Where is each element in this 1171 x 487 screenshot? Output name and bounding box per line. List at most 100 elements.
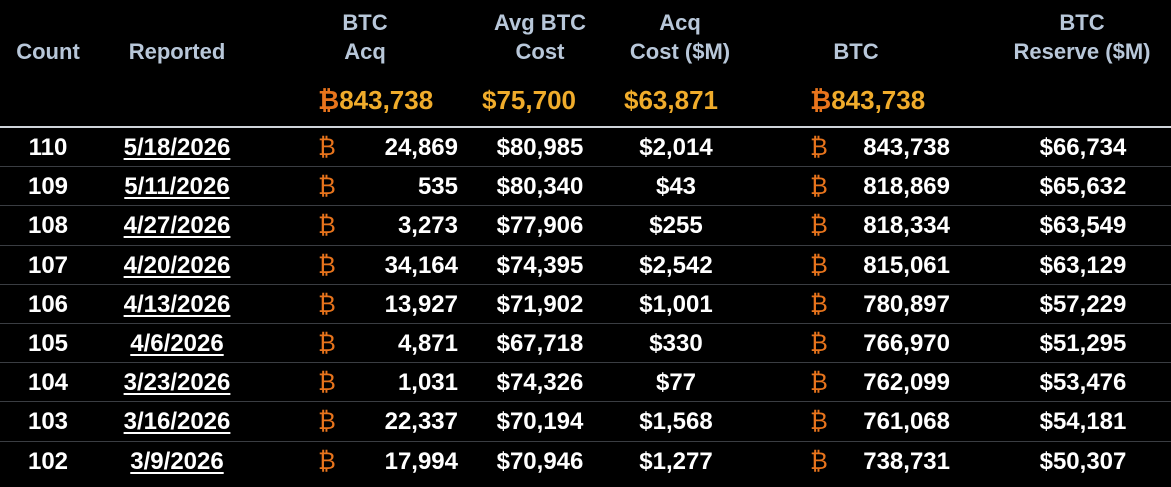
row-reported-link[interactable]: 3/9/2026 [130, 447, 224, 475]
btc-symbol-icon: ₿ [318, 369, 336, 397]
row-btc: 766,970 [863, 329, 950, 357]
header-reported[interactable]: Reported [128, 39, 226, 64]
header-btc-reserve-line1: BTC [1059, 10, 1105, 35]
row-acq-cost: $2,014 [639, 134, 713, 161]
btc-symbol-icon: ₿ [810, 134, 828, 161]
row-reported-link[interactable]: 4/6/2026 [130, 329, 224, 357]
row-avg-btc-cost: $80,340 [496, 173, 584, 201]
row-reported-link[interactable]: 3/23/2026 [123, 369, 231, 397]
total-btc-acq: ₿843,738 [318, 85, 434, 115]
row-reported-link[interactable]: 5/18/2026 [123, 134, 231, 161]
row-btc-reserve: $63,129 [1039, 251, 1127, 279]
row-count: 107 [27, 251, 69, 279]
table-row: 106 4/13/2026 ₿ 13,927 $71,902 $1,001 ₿ … [0, 285, 1171, 324]
row-btc-acq: 24,869 [384, 134, 458, 161]
btc-symbol-icon: ₿ [810, 290, 828, 318]
header-btc[interactable]: BTC [833, 39, 879, 64]
row-count: 103 [27, 408, 69, 436]
row-avg-btc-cost: $77,906 [496, 212, 584, 240]
header-avg-btc-cost-line2: Cost [515, 39, 565, 64]
row-acq-cost: $2,542 [639, 251, 713, 279]
btc-symbol-icon: ₿ [318, 212, 336, 240]
row-btc-acq: 1,031 [397, 369, 458, 397]
total-btc: ₿843,738 [810, 85, 926, 115]
row-btc-reserve: $63,549 [1039, 212, 1127, 240]
row-count: 104 [27, 369, 69, 397]
row-btc: 780,897 [863, 290, 950, 318]
btc-symbol-icon: ₿ [318, 329, 336, 357]
row-acq-cost: $1,277 [639, 447, 713, 475]
btc-symbol-icon: ₿ [318, 173, 336, 201]
table-header: Count Reported BTC Acq Avg BTC Cost Acq … [0, 0, 1171, 72]
row-count: 108 [27, 212, 69, 240]
header-acq-cost-line2: Cost ($M) [629, 39, 731, 64]
table-row: 105 4/6/2026 ₿ 4,871 $67,718 $330 ₿ 766,… [0, 324, 1171, 364]
row-btc-reserve: $51,295 [1039, 329, 1127, 357]
table-row: 109 5/11/2026 ₿ 535 $80,340 $43 ₿ 818,86… [0, 167, 1171, 207]
btc-symbol-icon: ₿ [810, 173, 828, 201]
row-avg-btc-cost: $71,902 [496, 290, 584, 318]
row-btc: 738,731 [863, 447, 950, 475]
row-reported-link[interactable]: 4/20/2026 [123, 251, 231, 279]
row-avg-btc-cost: $80,985 [496, 134, 584, 161]
row-btc-reserve: $50,307 [1039, 447, 1127, 475]
btc-symbol-icon: ₿ [810, 408, 828, 436]
header-btc-reserve-line2: Reserve ($M) [1013, 39, 1151, 64]
row-btc-acq: 13,927 [384, 290, 458, 318]
row-btc-reserve: $57,229 [1039, 290, 1127, 318]
header-divider [0, 126, 1171, 128]
header-count[interactable]: Count [16, 39, 80, 64]
btc-symbol-icon: ₿ [810, 251, 828, 279]
header-avg-btc-cost[interactable]: Avg BTC Cost [470, 8, 610, 66]
header-avg-btc-cost-line1: Avg BTC [493, 10, 587, 35]
table-row: 110 5/18/2026 ₿ 24,869 $80,985 $2,014 ₿ … [0, 128, 1171, 168]
row-count: 109 [27, 173, 69, 201]
row-btc-acq: 535 [417, 173, 458, 201]
row-count: 102 [27, 447, 69, 475]
row-btc-acq: 4,871 [397, 329, 458, 357]
row-avg-btc-cost: $70,946 [496, 447, 584, 475]
totals-row: ₿843,738 $75,700 $63,871 ₿843,738 [0, 80, 1171, 120]
row-reported-link[interactable]: 3/16/2026 [123, 408, 231, 436]
row-btc: 818,334 [863, 212, 950, 240]
row-acq-cost: $77 [655, 369, 697, 397]
table-row: 107 4/20/2026 ₿ 34,164 $74,395 $2,542 ₿ … [0, 246, 1171, 285]
row-reported-link[interactable]: 4/27/2026 [123, 212, 231, 240]
row-reported-link[interactable]: 5/11/2026 [124, 173, 230, 201]
header-btc-acq-line2: Acq [344, 39, 386, 64]
btc-symbol-icon: ₿ [318, 85, 340, 115]
btc-symbol-icon: ₿ [810, 369, 828, 397]
row-count: 106 [27, 290, 69, 318]
row-btc-reserve: $66,734 [1039, 134, 1127, 161]
row-btc-acq: 22,337 [384, 408, 458, 436]
row-acq-cost: $255 [649, 212, 703, 240]
btc-symbol-icon: ₿ [318, 134, 336, 161]
row-avg-btc-cost: $70,194 [496, 408, 584, 436]
btc-symbol-icon: ₿ [810, 212, 828, 240]
table-body: 110 5/18/2026 ₿ 24,869 $80,985 $2,014 ₿ … [0, 128, 1171, 481]
header-btc-acq[interactable]: BTC Acq [310, 8, 420, 66]
row-acq-cost: $43 [655, 173, 697, 201]
header-btc-reserve[interactable]: BTC Reserve ($M) [992, 8, 1171, 66]
row-avg-btc-cost: $67,718 [496, 329, 584, 357]
row-btc: 815,061 [863, 251, 950, 279]
btc-symbol-icon: ₿ [810, 329, 828, 357]
row-btc-reserve: $54,181 [1039, 408, 1127, 436]
header-acq-cost[interactable]: Acq Cost ($M) [610, 8, 750, 66]
header-btc-acq-line1: BTC [342, 10, 388, 35]
row-btc-acq: 17,994 [384, 447, 458, 475]
btc-symbol-icon: ₿ [318, 251, 336, 279]
btc-symbol-icon: ₿ [810, 447, 828, 475]
row-reported-link[interactable]: 4/13/2026 [123, 290, 231, 318]
row-count: 105 [27, 329, 69, 357]
total-avg-btc-cost: $75,700 [482, 85, 576, 115]
row-btc-acq: 34,164 [384, 251, 458, 279]
row-btc: 762,099 [863, 369, 950, 397]
table-row: 102 3/9/2026 ₿ 17,994 $70,946 $1,277 ₿ 7… [0, 442, 1171, 481]
table-row: 103 3/16/2026 ₿ 22,337 $70,194 $1,568 ₿ … [0, 402, 1171, 442]
table-row: 108 4/27/2026 ₿ 3,273 $77,906 $255 ₿ 818… [0, 206, 1171, 246]
header-acq-cost-line1: Acq [659, 10, 701, 35]
row-btc: 843,738 [863, 134, 950, 161]
row-acq-cost: $1,568 [639, 408, 713, 436]
row-count: 110 [28, 134, 68, 161]
